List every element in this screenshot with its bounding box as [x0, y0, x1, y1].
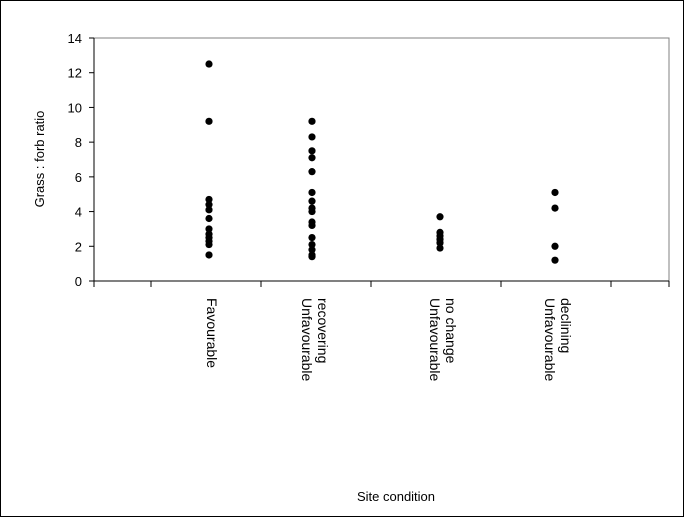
category-label: Unfavourable	[299, 298, 315, 381]
data-point	[308, 133, 316, 141]
data-point	[205, 214, 213, 223]
data-point	[551, 242, 559, 250]
y-tick-label: 2	[75, 239, 82, 254]
data-point	[205, 60, 213, 68]
data-point	[308, 197, 316, 205]
y-tick-label: 6	[75, 170, 82, 185]
data-point	[205, 201, 213, 209]
data-point	[205, 240, 213, 249]
data-point	[205, 117, 213, 125]
data-point	[551, 204, 559, 212]
data-point	[308, 253, 316, 261]
data-point	[436, 213, 444, 221]
data-point	[205, 225, 213, 233]
y-tick-label: 12	[68, 66, 82, 81]
category-label: no change	[443, 298, 459, 364]
category-label: Unfavourable	[427, 298, 443, 381]
y-tick-label: 10	[68, 100, 82, 115]
data-point	[308, 168, 316, 176]
plot-area	[93, 37, 670, 282]
y-tick-label: 4	[75, 205, 82, 220]
data-point	[205, 206, 213, 214]
category-label: recovering	[315, 298, 331, 363]
data-point	[308, 188, 316, 197]
data-point	[205, 251, 213, 259]
data-point	[308, 234, 316, 242]
data-point	[308, 240, 316, 249]
category-label: Unfavourable	[542, 298, 558, 381]
data-point	[308, 147, 316, 155]
data-point	[551, 188, 559, 197]
x-axis-title: Site condition	[357, 489, 435, 504]
data-point	[308, 117, 316, 125]
data-point	[308, 154, 316, 162]
data-point	[436, 244, 444, 252]
data-point	[205, 195, 213, 204]
y-tick-label: 0	[75, 274, 82, 289]
category-labels: Favourable Unfavourable recovering Unfavour…	[204, 298, 574, 381]
category-label: Favourable	[204, 298, 220, 368]
data-point	[308, 207, 316, 216]
y-tick-label: 14	[68, 31, 82, 46]
y-tick-label: 8	[75, 135, 82, 150]
axes-layer	[93, 38, 669, 282]
ticks-layer: 0 2 4 6 8 10 12 14	[68, 31, 670, 289]
category-label: declining	[558, 298, 574, 353]
data-point	[551, 256, 559, 264]
points-layer	[205, 60, 559, 264]
y-axis-title: Grass : forb ratio	[32, 111, 47, 208]
data-point	[308, 221, 316, 230]
data-point	[308, 246, 316, 254]
data-point	[436, 239, 444, 247]
